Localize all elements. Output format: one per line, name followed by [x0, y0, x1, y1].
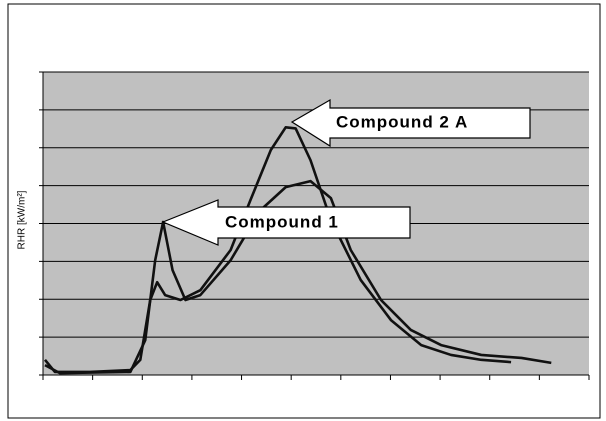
- data-line: [43, 125, 512, 374]
- annotation-arrow: [161, 199, 411, 246]
- y-axis-label: RHR [kW/m²]: [17, 190, 28, 249]
- annotation-arrow: [290, 98, 531, 148]
- annotation: Compound 2 A: [336, 112, 468, 131]
- annotation: Compound 1: [225, 212, 339, 231]
